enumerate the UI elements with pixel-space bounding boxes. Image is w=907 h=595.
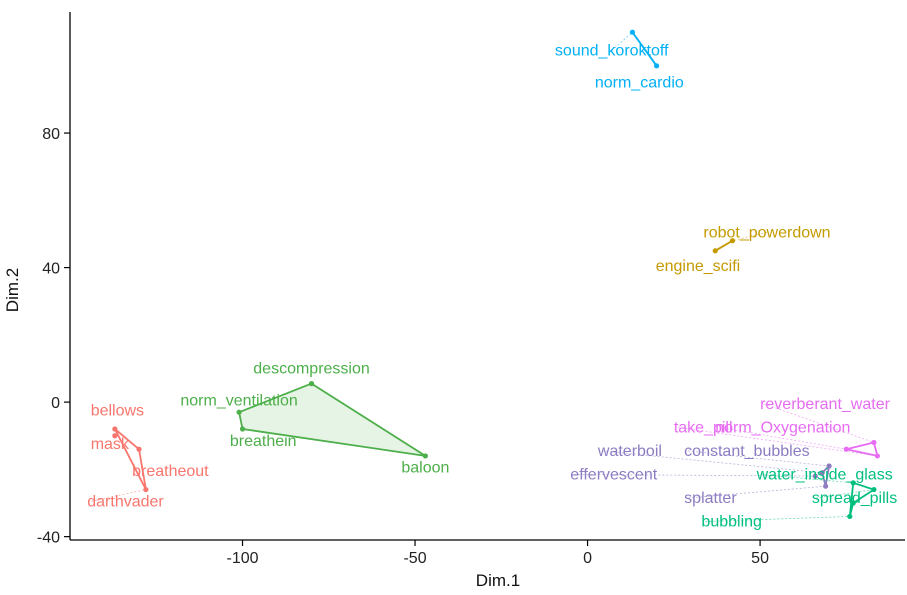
point-label-12: reverberant_water [760, 396, 891, 413]
point-label-16: constant_bubbles [684, 443, 809, 460]
point-label-1: mask [91, 436, 130, 453]
data-point-6-2 [847, 513, 853, 520]
data-point-1-0 [308, 381, 315, 387]
data-point-6-1 [871, 486, 877, 493]
label-leader-line-20 [815, 489, 875, 499]
y-tick-label-3: 80 [42, 126, 60, 143]
point-label-4: descompression [253, 361, 370, 378]
point-layer [112, 29, 880, 520]
x-tick-label-3: 50 [751, 550, 769, 567]
data-point-0-3 [143, 486, 149, 493]
leader-line-layer [91, 31, 878, 522]
axes: -100 -50 0 50 -40 0 40 80 [37, 12, 905, 567]
data-point-4-2 [843, 446, 849, 452]
cluster-hull-4 [845, 441, 879, 457]
x-tick-label-1: -50 [403, 550, 426, 567]
cluster-hull-3 [714, 239, 734, 252]
label-leader-line-21 [705, 516, 850, 522]
point-label-20: spread_pills [812, 490, 897, 507]
x-tick-label-0: -100 [227, 550, 259, 567]
point-label-11: engine_scifi [656, 258, 741, 275]
point-label-10: robot_powerdown [703, 224, 830, 241]
data-point-2-0 [629, 29, 636, 35]
data-point-5-0 [819, 470, 825, 476]
label-leader-line-14 [719, 426, 847, 450]
data-point-1-1 [236, 409, 242, 415]
data-point-5-2 [812, 473, 818, 479]
data-point-0-0 [112, 426, 118, 432]
data-point-3-1 [712, 248, 718, 254]
data-point-6-0 [850, 480, 856, 486]
point-label-3: darthvader [87, 493, 164, 510]
point-label-8: sound_koroktoff [555, 43, 669, 60]
data-point-6-3 [850, 500, 856, 506]
point-label-17: effervescent [570, 466, 657, 483]
label-leader-line-3 [91, 489, 146, 502]
label-leader-line-17 [574, 474, 816, 477]
point-label-15: waterboil [597, 443, 662, 460]
data-point-0-2 [136, 446, 142, 452]
label-leader-line-13 [677, 426, 878, 457]
y-tick-label-1: 0 [51, 395, 60, 412]
point-label-9: norm_cardio [595, 75, 684, 92]
data-point-4-0 [871, 439, 877, 446]
point-label-14: norm_Oxygenation [715, 419, 850, 436]
label-leader-line-19 [760, 474, 854, 484]
data-point-1-3 [422, 453, 428, 459]
cluster-hull-5 [821, 465, 830, 488]
label-leader-line-15 [601, 450, 823, 474]
label-leader-line-18 [688, 485, 826, 499]
point-label-5: norm_ventilation [180, 392, 297, 409]
y-axis-title: Dim.2 [3, 268, 22, 312]
x-axis-title: Dim.1 [476, 571, 520, 590]
data-point-0-1 [112, 433, 118, 439]
data-point-5-3 [823, 483, 829, 489]
point-label-2: breatheout [132, 463, 209, 480]
point-label-7: baloon [401, 460, 449, 477]
data-point-2-1 [653, 63, 660, 69]
point-label-6: breathein [230, 433, 297, 450]
data-point-4-1 [874, 453, 880, 459]
data-point-1-2 [239, 426, 246, 432]
label-leader-line-10 [732, 231, 768, 242]
label-leader-line-12 [763, 403, 875, 443]
point-label-18: splatter [684, 490, 737, 507]
data-point-5-1 [826, 463, 832, 469]
x-tick-label-2: 0 [583, 550, 592, 567]
label-leader-line-8 [611, 31, 633, 52]
point-label-21: bubbling [701, 514, 762, 531]
y-tick-label-2: 40 [42, 261, 60, 278]
data-point-3-0 [729, 238, 736, 244]
point-label-13: take_pill [674, 419, 733, 436]
point-label-19: water_inside_glass [756, 466, 893, 483]
y-tick-label-0: -40 [37, 530, 60, 547]
point-label-0: bellows [91, 403, 144, 420]
cluster-hull-0 [114, 428, 147, 491]
